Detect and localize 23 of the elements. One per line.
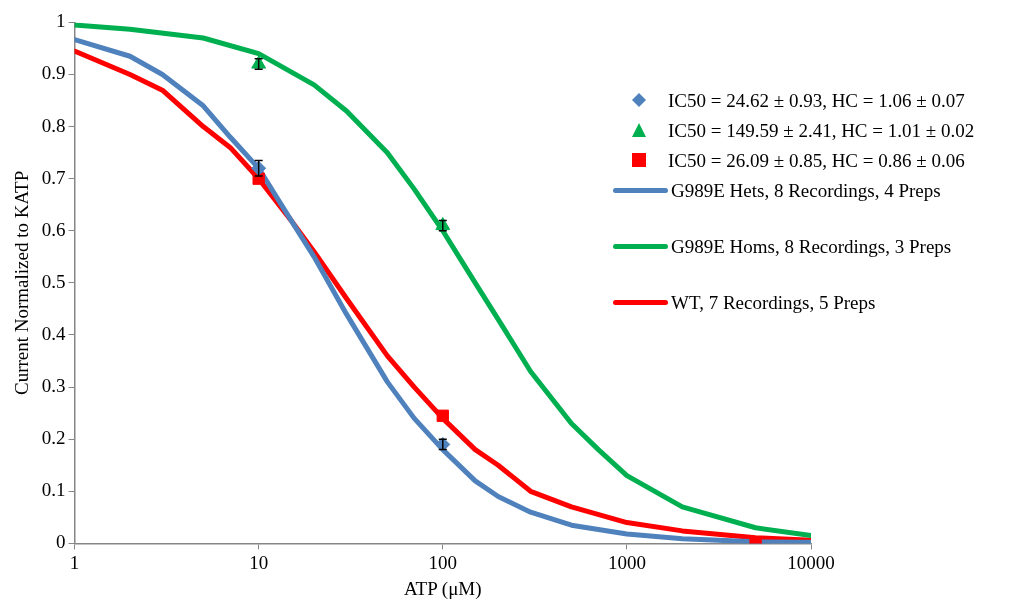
y-tick-label: 0.4 [41, 322, 67, 344]
x-tick-label: 10000 [787, 551, 835, 573]
y-tick-label: 0.9 [41, 62, 66, 84]
legend-label: G989E Hets, 8 Recordings, 4 Preps [671, 179, 942, 203]
legend-label: G989E Homs, 8 Recordings, 3 Preps [671, 235, 953, 259]
y-tick-label: 0.6 [41, 218, 66, 240]
y-tick-label: 1 [56, 10, 66, 32]
y-tick-label: 0.1 [41, 479, 66, 501]
y-tick-label: 0.3 [41, 375, 66, 397]
legend-label: IC50 = 26.09 ± 0.85, HC = 0.86 ± 0.06 [668, 149, 966, 173]
y-tick-label: 0.8 [41, 114, 66, 136]
legend-label: IC50 = 24.62 ± 0.93, HC = 1.06 ± 0.07 [668, 89, 966, 113]
y-tick-label: 0.7 [41, 166, 66, 188]
legend-label: WT, 7 Recordings, 5 Preps [671, 291, 877, 315]
x-tick-label: 1000 [607, 551, 646, 573]
y-tick-label: 0 [56, 531, 66, 553]
x-axis-title: ATP (μM) [403, 577, 482, 600]
y-tick-label: 0.5 [41, 270, 66, 292]
x-tick-label: 100 [428, 551, 458, 573]
x-tick-label: 10 [249, 551, 269, 573]
legend-label: IC50 = 149.59 ± 2.41, HC = 1.01 ± 0.02 [668, 119, 976, 143]
y-tick-label: 0.2 [41, 427, 66, 449]
y-axis-title: Current Normalized to KATP [11, 170, 33, 396]
